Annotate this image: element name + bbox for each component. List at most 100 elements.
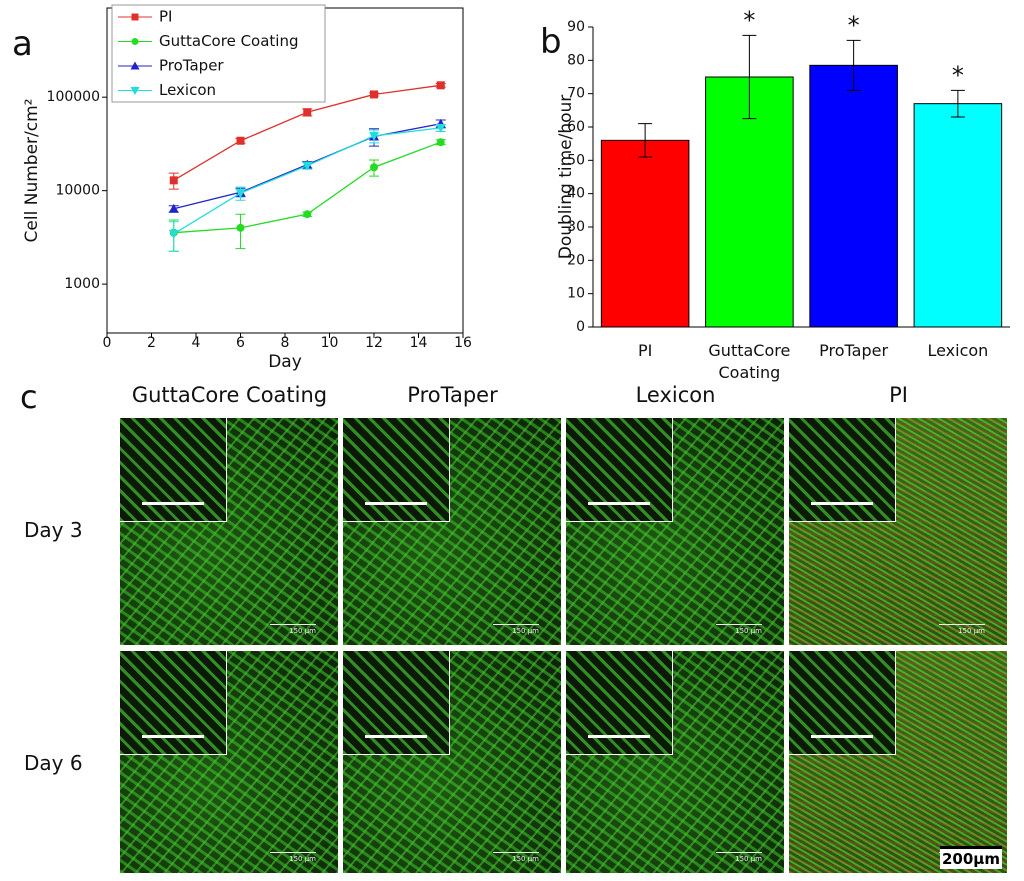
y-axis-title: Cell Number/cm²	[22, 99, 42, 243]
error-bar	[742, 34, 757, 120]
column-label: GuttaCore Coating	[131, 383, 328, 407]
data-point	[169, 176, 178, 185]
legend-marker	[131, 38, 139, 45]
row-label: Day 3	[24, 518, 83, 542]
inset	[566, 651, 673, 755]
scale-label: 150 µm	[716, 852, 762, 863]
legend-label: PI	[159, 8, 172, 26]
data-point	[370, 90, 378, 99]
legend-marker	[130, 61, 140, 70]
micrograph: 150 µm	[120, 651, 338, 873]
legend-label: Lexicon	[159, 81, 216, 99]
data-point	[369, 131, 379, 141]
y-axis-title: Doubling time/hour	[556, 95, 576, 260]
inset	[343, 418, 450, 522]
panel-label: c	[20, 378, 38, 416]
micrograph: 150 µm	[789, 418, 1007, 645]
x-tick-label: 12	[365, 335, 383, 351]
data-point	[236, 136, 245, 145]
data-point	[303, 108, 312, 117]
micrograph: 150 µm	[566, 418, 784, 645]
legend-box	[111, 4, 326, 103]
scale-label: 150 µm	[716, 624, 762, 635]
micrograph: 150 µm	[566, 651, 784, 873]
x-tick-label: 14	[410, 335, 428, 351]
x-tick-label: Lexicon	[927, 341, 989, 360]
x-tick-label: 0	[103, 335, 112, 351]
micrograph: 150 µm	[343, 418, 561, 645]
data-point	[435, 123, 446, 133]
micrograph: 150 µm	[343, 651, 561, 873]
x-tick-label: ProTaper	[819, 341, 889, 360]
y-tick-label: 10000	[55, 183, 100, 199]
inset	[120, 418, 227, 522]
bar	[600, 139, 690, 328]
data-point	[302, 161, 313, 171]
bar	[913, 103, 1003, 328]
scale-label: 150 µm	[270, 624, 316, 635]
scale-label: 150 µm	[939, 624, 985, 635]
chart-b: 0 10 20 30 40 50 60 70 80 90 Doubling time/hour * * *	[556, 6, 1010, 335]
error-bar	[846, 39, 861, 91]
micrograph: 150 µm	[120, 418, 338, 645]
data-point	[168, 203, 179, 213]
micrograph: 150 µm	[789, 651, 1007, 873]
x-tick-label: 4	[192, 335, 201, 351]
error-bar	[638, 123, 653, 158]
x-tick-label: GuttaCore Coating	[708, 341, 791, 382]
column-label: ProTaper	[407, 383, 498, 407]
x-tick-label: 8	[281, 335, 290, 351]
overall-scale-label: 200µm	[940, 846, 1002, 869]
significance-mark: *	[952, 61, 964, 89]
y-tick-label: 70	[567, 86, 585, 102]
x-tick-label: 6	[236, 335, 245, 351]
axes	[592, 27, 1010, 328]
x-tick-label: 16	[454, 335, 472, 351]
y-tick-label: 10	[567, 286, 585, 302]
data-point	[370, 163, 378, 172]
panel-label: b	[540, 22, 562, 62]
data-point	[236, 223, 245, 232]
bar	[809, 64, 898, 328]
x-tick-label: 2	[147, 335, 156, 351]
data-point	[168, 229, 179, 239]
inset	[343, 651, 450, 755]
data-point	[436, 138, 445, 147]
x-tick-label: 10	[321, 335, 339, 351]
data-point	[235, 189, 246, 199]
legend-label: ProTaper	[159, 57, 224, 75]
error-bar	[950, 89, 965, 118]
y-tick-label: 60	[567, 119, 585, 135]
panel-label: a	[12, 24, 33, 64]
column-label: PI	[889, 383, 908, 407]
y-tick-label: 90	[567, 19, 585, 35]
legend-marker	[130, 87, 140, 95]
y-tick-label: 40	[567, 186, 585, 202]
y-tick-label: 30	[567, 219, 585, 235]
scale-label: 150 µm	[270, 852, 316, 863]
row-label: Day 6	[24, 751, 83, 775]
legend-marker	[131, 13, 139, 21]
column-label: Lexicon	[635, 383, 716, 407]
scale-label: 150 µm	[493, 624, 539, 635]
inset	[789, 418, 896, 522]
significance-mark: *	[848, 11, 860, 39]
inset	[120, 651, 227, 755]
inset	[566, 418, 673, 522]
data-point	[303, 210, 312, 219]
chart-a: 0 2 4 6 8 10 12 14 16 1000 10000 100000 Day Cell Numb…	[22, 4, 472, 372]
y-tick-label: 0	[576, 319, 585, 335]
y-tick-label: 1000	[64, 276, 100, 292]
data-point	[436, 81, 445, 90]
x-tick-label: PI	[637, 341, 653, 360]
y-tick-label: 80	[567, 52, 585, 68]
y-tick-label: 20	[567, 252, 585, 268]
scale-label: 150 µm	[493, 852, 539, 863]
y-tick-label: 100000	[47, 89, 100, 105]
significance-mark: *	[743, 6, 755, 34]
inset	[789, 651, 896, 755]
x-axis-title: Day	[268, 352, 302, 372]
legend-label: GuttaCore Coating	[159, 32, 299, 50]
y-tick-label: 50	[567, 152, 585, 168]
